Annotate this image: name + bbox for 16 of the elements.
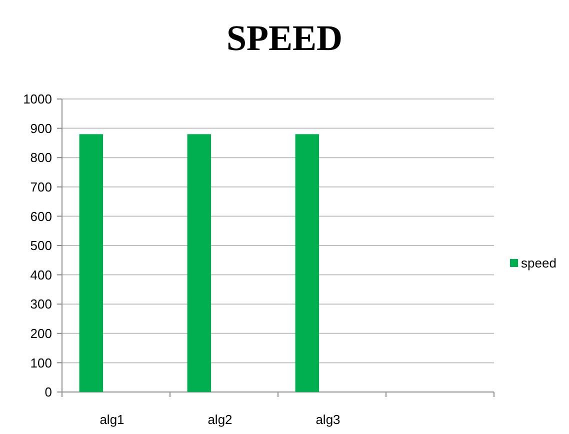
y-tick-label: 500 (30, 238, 52, 254)
y-tick-label: 1000 (23, 92, 52, 107)
x-tick-label: alg1 (100, 412, 124, 427)
legend-label: speed (521, 256, 556, 271)
x-tick-label: alg2 (208, 412, 232, 427)
y-tick-label: 0 (44, 384, 52, 400)
y-tick-label: 800 (30, 150, 52, 166)
y-tick-label: 700 (30, 179, 52, 194)
y-tick-label: 200 (30, 326, 52, 341)
y-tick-label: 900 (30, 120, 52, 136)
x-tick-label: alg3 (316, 412, 340, 427)
y-tick-label: 300 (30, 296, 52, 312)
y-tick-label: 600 (30, 208, 52, 224)
y-tick-label: 400 (30, 267, 52, 282)
chart-title: SPEED (226, 18, 343, 58)
y-tick-label: 100 (30, 355, 52, 370)
